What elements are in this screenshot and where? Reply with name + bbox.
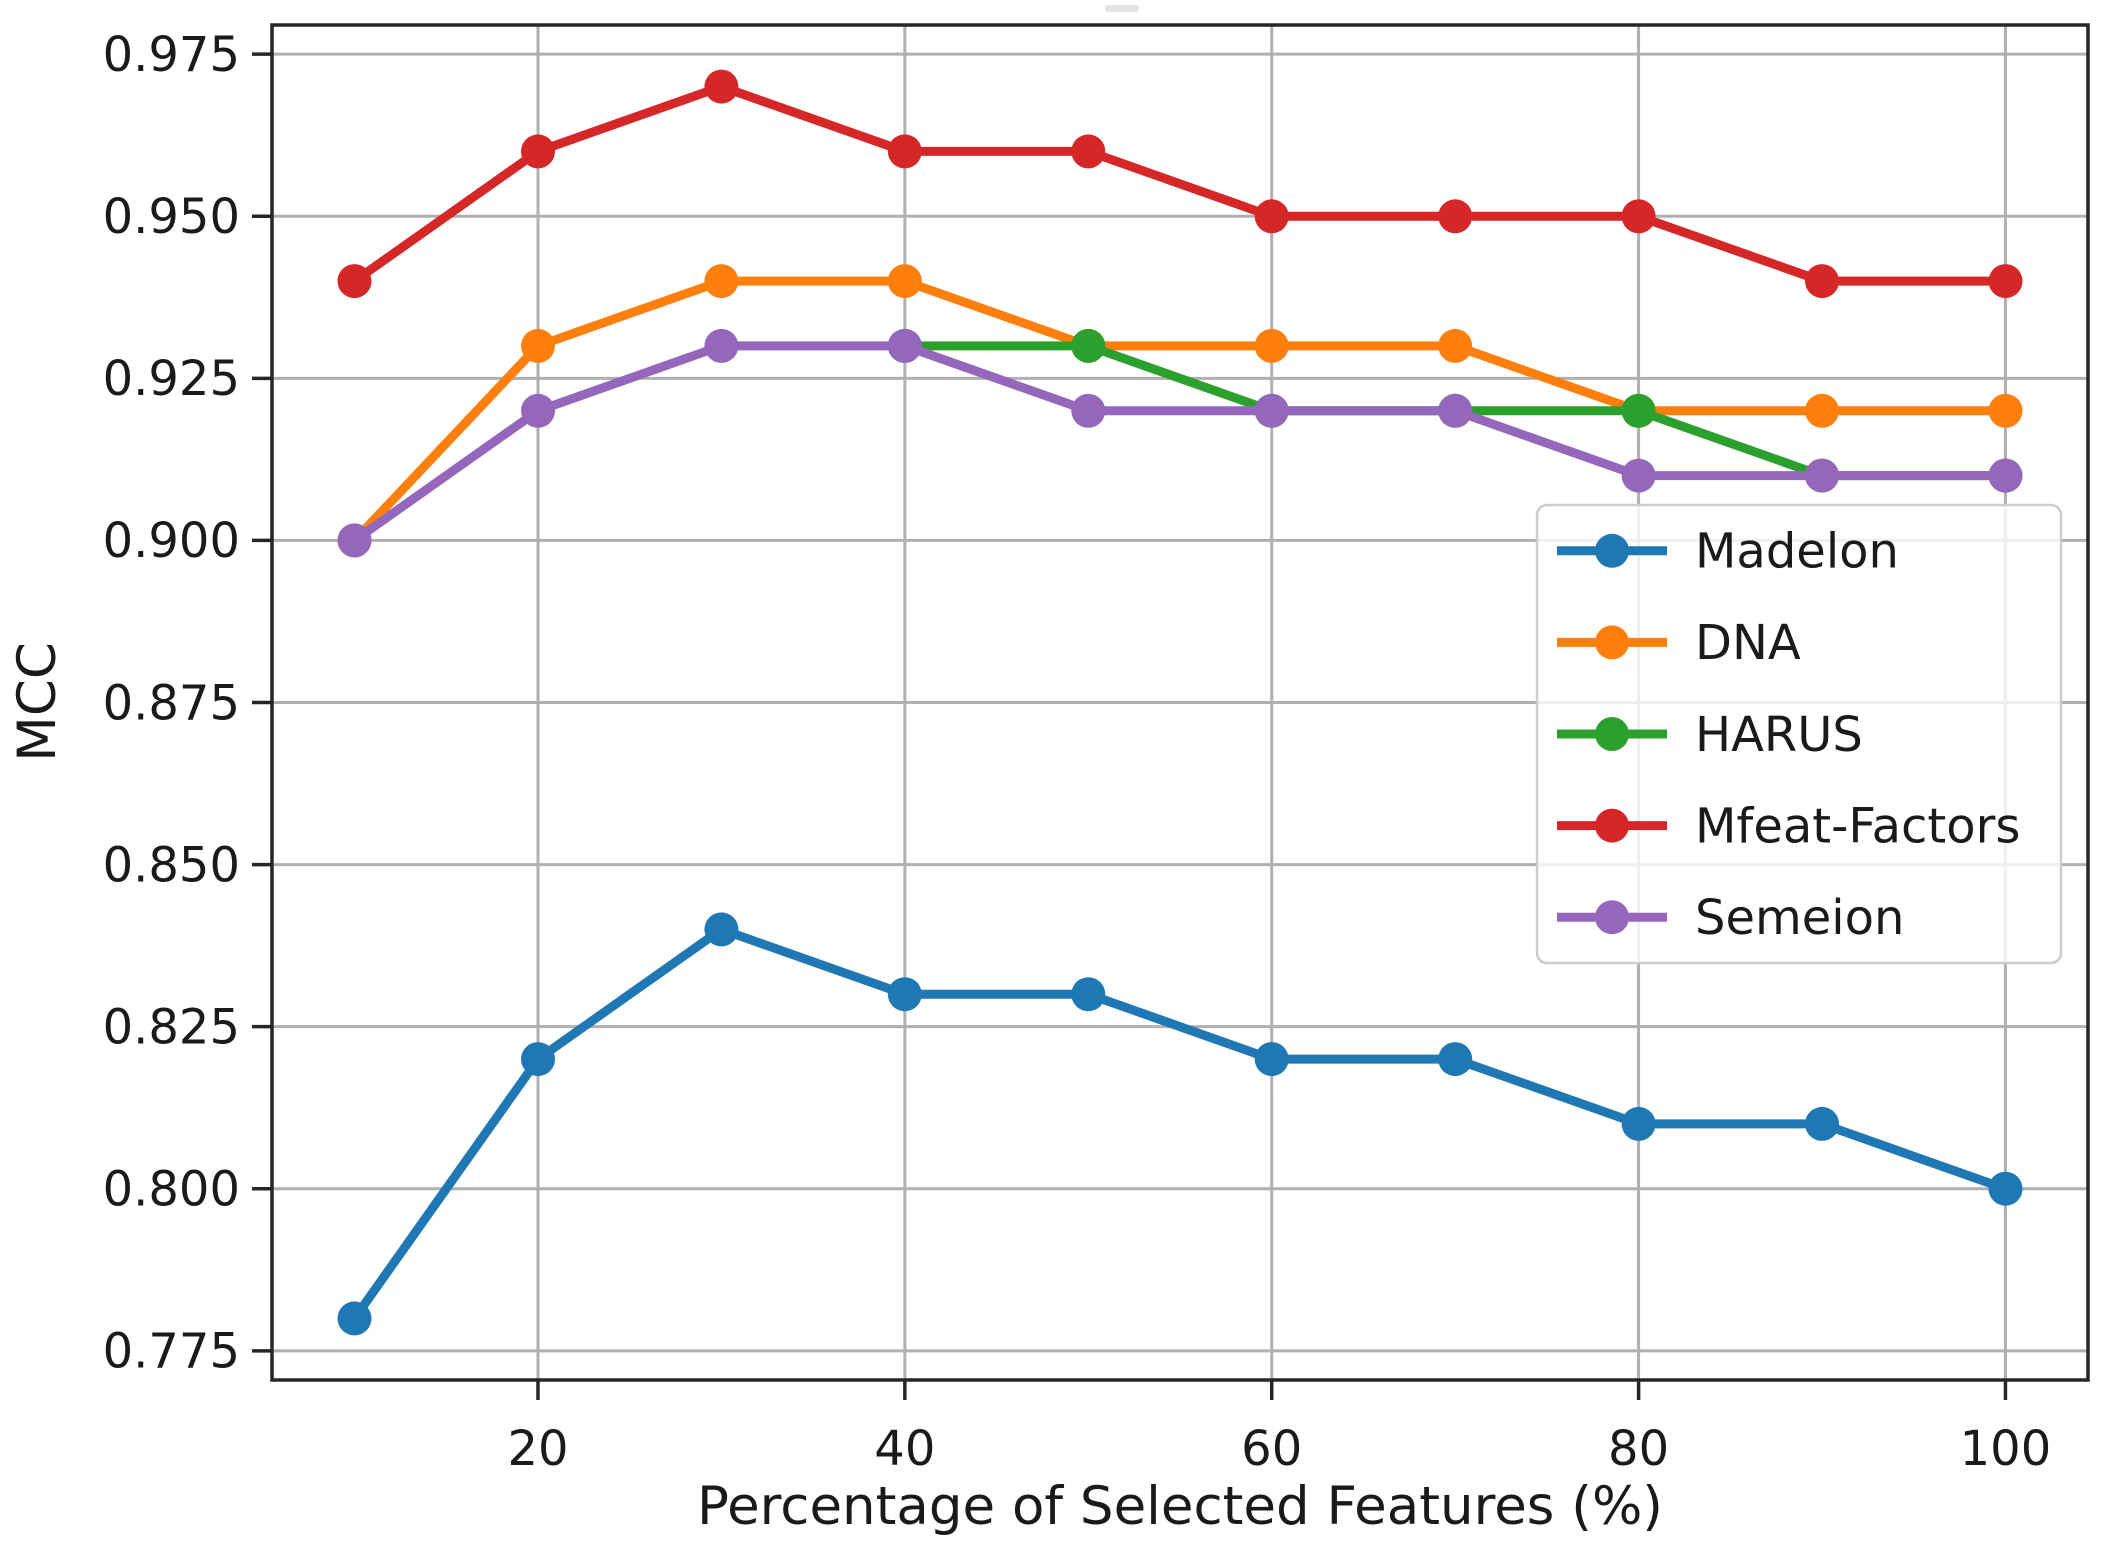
data-point-Semeion	[1071, 393, 1106, 428]
data-point-DNA	[887, 264, 922, 299]
y-tick-label: 0.875	[103, 675, 240, 731]
data-point-Semeion	[1805, 458, 1839, 493]
legend-label: DNA	[1695, 615, 1801, 671]
data-point-Madelon	[1805, 1106, 1839, 1141]
data-point-Semeion	[1438, 393, 1473, 428]
data-point-Madelon	[704, 912, 739, 947]
legend-marker	[1595, 533, 1629, 568]
data-point-Mfeat-Factors	[1988, 264, 2023, 299]
legend-marker	[1595, 625, 1629, 660]
data-point-Semeion	[887, 328, 922, 363]
data-point-Semeion	[1254, 393, 1289, 428]
data-point-Mfeat-Factors	[337, 264, 372, 299]
series-line-Mfeat-Factors	[350, 82, 2010, 286]
data-point-HARUS	[1071, 328, 1106, 363]
data-point-Madelon	[1071, 977, 1106, 1012]
data-point-Semeion	[704, 328, 739, 363]
legend-label: Semeion	[1695, 890, 1904, 946]
data-point-Mfeat-Factors	[1071, 134, 1106, 169]
data-point-Madelon	[1988, 1171, 2023, 1206]
data-point-Mfeat-Factors	[1621, 199, 1656, 234]
data-point-Mfeat-Factors	[1805, 264, 1839, 299]
data-point-Semeion	[521, 393, 555, 428]
data-point-DNA	[521, 328, 555, 363]
data-point-Madelon	[1621, 1106, 1656, 1141]
legend-label: HARUS	[1695, 707, 1863, 763]
data-point-DNA	[1988, 393, 2023, 428]
legend-label: Madelon	[1695, 524, 1899, 580]
series-line-Semeion	[350, 341, 2010, 545]
data-point-Mfeat-Factors	[887, 134, 922, 169]
data-point-Madelon	[1254, 1042, 1289, 1077]
legend-marker	[1595, 900, 1629, 935]
data-point-Madelon	[337, 1301, 372, 1336]
data-point-Mfeat-Factors	[521, 134, 555, 169]
data-point-Madelon	[1438, 1042, 1473, 1077]
legend-label: Mfeat-Factors	[1695, 798, 2020, 854]
data-point-Mfeat-Factors	[1438, 199, 1473, 234]
data-point-Semeion	[1621, 458, 1656, 493]
data-point-DNA	[1438, 328, 1473, 363]
data-point-Madelon	[887, 977, 922, 1012]
y-tick-label: 0.950	[103, 189, 240, 245]
series-line-DNA	[350, 276, 2010, 545]
y-tick-label: 0.800	[103, 1162, 240, 1218]
x-tick-label: 40	[874, 1421, 935, 1477]
y-tick-label: 0.900	[103, 513, 240, 569]
y-tick-label: 0.775	[103, 1324, 240, 1380]
data-point-Mfeat-Factors	[704, 69, 739, 104]
data-point-Mfeat-Factors	[1254, 199, 1289, 234]
data-point-Semeion	[1988, 458, 2023, 493]
legend-box	[1535, 503, 2063, 965]
series-line-Madelon	[350, 924, 2010, 1323]
data-point-HARUS	[1621, 393, 1656, 428]
artifact-smudge	[1105, 5, 1139, 12]
y-tick-label: 0.825	[103, 999, 240, 1055]
y-tick-label: 0.975	[103, 27, 240, 83]
data-point-DNA	[1254, 328, 1289, 363]
data-point-Semeion	[337, 523, 372, 558]
y-tick-label: 0.850	[103, 837, 240, 893]
y-axis-label: MCC	[7, 642, 68, 762]
legend-marker	[1595, 717, 1629, 751]
data-point-Madelon	[521, 1042, 555, 1077]
y-tick-label: 0.925	[103, 351, 240, 407]
legend-marker	[1595, 808, 1629, 843]
x-axis-label: Percentage of Selected Features (%)	[697, 1476, 1663, 1537]
x-tick-label: 80	[1608, 1421, 1669, 1477]
x-tick-label: 60	[1241, 1421, 1302, 1477]
x-tick-label: 20	[507, 1421, 568, 1477]
x-tick-label: 100	[1960, 1421, 2052, 1477]
data-point-DNA	[704, 264, 739, 299]
data-point-DNA	[1805, 393, 1839, 428]
